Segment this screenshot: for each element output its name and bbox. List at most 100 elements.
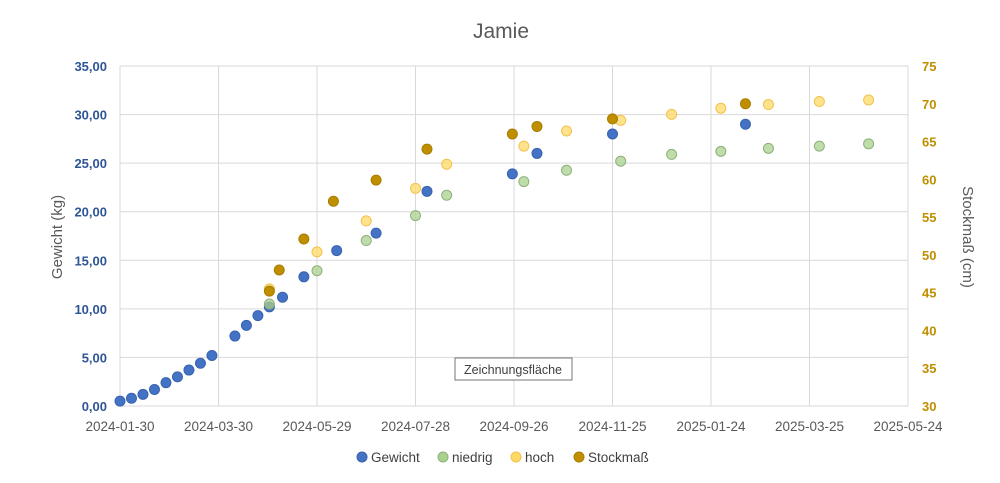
x-tick-label: 2024-07-28 xyxy=(381,419,450,434)
point-gewicht xyxy=(421,185,433,197)
y-tick-label: 15,00 xyxy=(74,253,107,268)
y2-tick-label: 70 xyxy=(922,97,936,112)
legend-label: Stockmaß xyxy=(588,450,649,465)
data-points xyxy=(114,94,875,407)
point-niedrig xyxy=(561,164,573,176)
legend-item-stockmaß: Stockmaß xyxy=(573,450,649,465)
y2-tick-label: 60 xyxy=(922,172,936,187)
point-gewicht xyxy=(183,364,195,376)
point-gewicht xyxy=(229,330,241,342)
y-axis-left-ticks: 0,00 5,00 10,00 15,00 20,00 25,00 30,00 35,00 xyxy=(74,59,107,414)
legend: Gewicht niedrig hoch Stockmaß xyxy=(356,450,649,465)
point-niedrig xyxy=(666,148,678,160)
point-niedrig xyxy=(762,142,774,154)
y2-tick-label: 65 xyxy=(922,135,936,150)
point-hoch xyxy=(360,215,372,227)
point-gewicht xyxy=(114,395,126,407)
x-axis-ticks: 2024-01-30 2024-03-30 2024-05-29 2024-07-28… xyxy=(85,419,943,434)
point-hoch xyxy=(518,140,530,152)
legend-marker xyxy=(573,451,585,463)
y2-tick-label: 30 xyxy=(922,399,936,414)
y-tick-label: 0,00 xyxy=(82,399,107,414)
y2-tick-label: 55 xyxy=(922,210,936,225)
point-niedrig xyxy=(360,235,372,247)
legend-label: Gewicht xyxy=(371,450,420,465)
point-niedrig xyxy=(615,155,627,167)
series-hoch xyxy=(263,94,875,295)
x-tick-label: 2025-03-25 xyxy=(775,419,844,434)
point-gewicht xyxy=(240,319,252,331)
point-stockmaß xyxy=(273,264,285,276)
y-axis-left-title: Gewicht (kg) xyxy=(49,195,66,279)
point-niedrig xyxy=(518,176,530,188)
y-tick-label: 35,00 xyxy=(74,59,107,74)
x-tick-label: 2024-09-26 xyxy=(479,419,548,434)
y-axis-right-ticks: 30 35 40 45 50 55 60 65 70 75 xyxy=(922,59,936,414)
plot-area-tooltip: Zeichnungsfläche xyxy=(454,357,573,381)
point-niedrig xyxy=(715,145,727,157)
gridlines xyxy=(119,65,909,407)
legend-item-niedrig: niedrig xyxy=(437,450,493,465)
y-tick-label: 30,00 xyxy=(74,108,107,123)
y-tick-label: 10,00 xyxy=(74,302,107,317)
point-gewicht xyxy=(607,128,618,140)
point-niedrig xyxy=(410,210,421,222)
tooltip-box xyxy=(454,357,573,381)
chart-title: Jamie xyxy=(473,20,529,43)
point-hoch xyxy=(441,158,453,170)
point-gewicht xyxy=(206,349,218,361)
point-gewicht xyxy=(506,168,518,180)
y2-tick-label: 75 xyxy=(922,59,936,74)
point-hoch xyxy=(813,96,825,108)
point-hoch xyxy=(311,246,323,258)
legend-label: hoch xyxy=(525,450,554,465)
y2-tick-label: 35 xyxy=(922,361,936,376)
legend-marker xyxy=(437,451,449,463)
point-stockmaß xyxy=(263,285,275,297)
point-hoch xyxy=(410,182,421,194)
x-tick-label: 2025-01-24 xyxy=(676,419,746,434)
point-gewicht xyxy=(298,271,310,283)
point-gewicht xyxy=(171,371,183,383)
point-gewicht xyxy=(148,383,160,395)
series-stockmaß xyxy=(263,98,751,297)
point-gewicht xyxy=(277,291,289,303)
point-niedrig xyxy=(441,189,453,201)
point-niedrig xyxy=(311,265,323,277)
y2-tick-label: 40 xyxy=(922,323,936,338)
point-hoch xyxy=(863,94,875,106)
point-hoch xyxy=(666,108,678,120)
point-gewicht xyxy=(252,310,264,322)
point-stockmaß xyxy=(607,113,618,125)
point-stockmaß xyxy=(739,98,751,110)
point-gewicht xyxy=(370,227,382,239)
point-niedrig xyxy=(863,138,875,150)
point-gewicht xyxy=(331,245,343,257)
legend-marker xyxy=(510,451,522,463)
x-tick-label: 2025-05-24 xyxy=(873,419,943,434)
point-gewicht xyxy=(739,118,751,130)
y-tick-label: 25,00 xyxy=(74,156,107,171)
point-gewicht xyxy=(125,392,137,404)
point-gewicht xyxy=(194,357,206,369)
x-tick-label: 2024-01-30 xyxy=(85,419,154,434)
legend-item-gewicht: Gewicht xyxy=(356,450,420,465)
y-tick-label: 20,00 xyxy=(74,205,107,220)
point-stockmaß xyxy=(506,128,518,140)
point-hoch xyxy=(762,99,774,111)
point-hoch xyxy=(561,125,573,137)
x-tick-label: 2024-03-30 xyxy=(184,419,253,434)
point-stockmaß xyxy=(531,120,543,132)
point-niedrig xyxy=(263,298,275,310)
legend-item-hoch: hoch xyxy=(510,450,554,465)
point-niedrig xyxy=(813,140,825,152)
series-niedrig xyxy=(263,138,875,310)
legend-label: niedrig xyxy=(452,450,493,465)
x-tick-label: 2024-05-29 xyxy=(282,419,351,434)
point-hoch xyxy=(715,102,727,114)
y-axis-right-title: Stockmaß (cm) xyxy=(959,186,976,288)
y-tick-label: 5,00 xyxy=(82,350,107,365)
point-stockmaß xyxy=(327,195,339,207)
point-stockmaß xyxy=(298,233,310,245)
